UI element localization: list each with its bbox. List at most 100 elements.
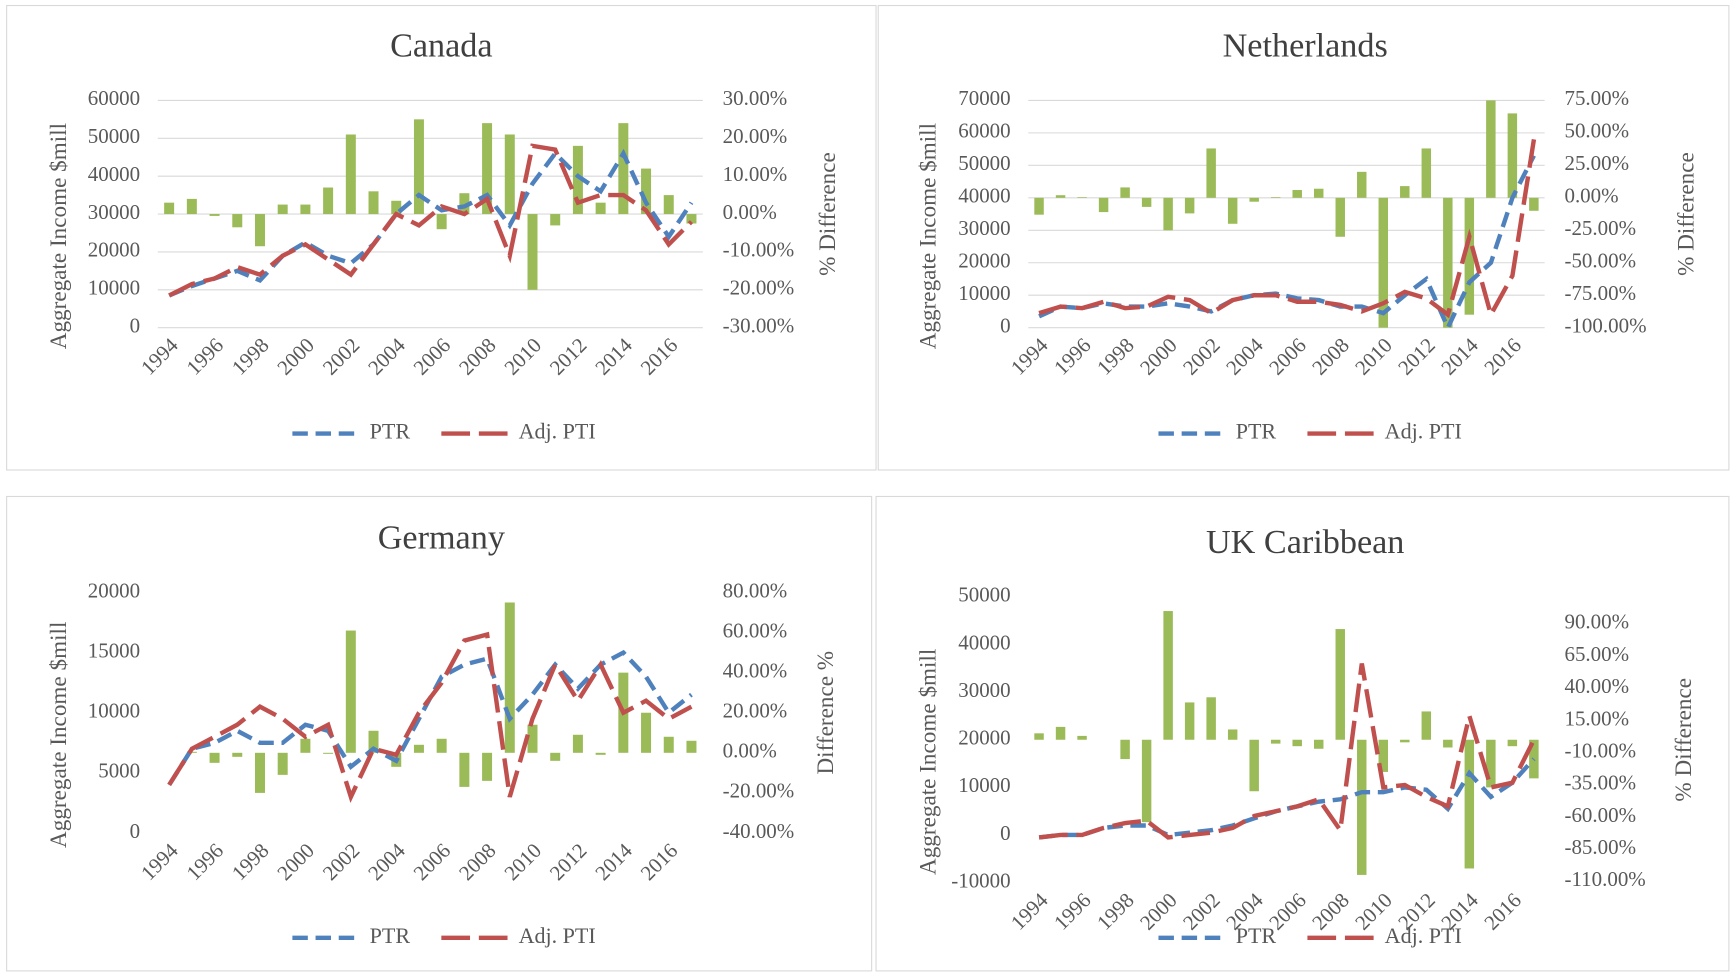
x-tick-label: 2008 bbox=[1307, 888, 1354, 935]
bar bbox=[1077, 197, 1087, 198]
y2-tick-label: 60.00% bbox=[723, 618, 788, 642]
y-tick-label: 40000 bbox=[958, 184, 1010, 208]
bar bbox=[1486, 100, 1496, 198]
legend-label: Adj. PTI bbox=[519, 923, 596, 948]
x-tick-label: 2006 bbox=[1264, 333, 1311, 380]
line-series bbox=[168, 143, 694, 298]
y2-tick-label: -75.00% bbox=[1564, 281, 1636, 305]
y-tick-label: 0 bbox=[1000, 821, 1010, 845]
x-tick-label: 2000 bbox=[1135, 888, 1182, 935]
y2-axis-title: % Difference bbox=[1673, 152, 1699, 276]
x-tick-label: 2000 bbox=[272, 333, 319, 380]
bar bbox=[572, 734, 583, 753]
bar bbox=[1486, 739, 1496, 788]
bar bbox=[1400, 739, 1410, 743]
bar bbox=[459, 193, 470, 215]
bar bbox=[368, 191, 379, 215]
y-tick-label: -10000 bbox=[951, 868, 1010, 892]
x-tick-label: 1994 bbox=[136, 838, 183, 885]
bar bbox=[1270, 197, 1281, 198]
x-tick-label: 1994 bbox=[1006, 333, 1053, 380]
bar bbox=[345, 630, 356, 753]
bar bbox=[1421, 148, 1432, 198]
x-tick-label: 2004 bbox=[1221, 333, 1268, 380]
bar bbox=[641, 712, 652, 753]
bar bbox=[232, 752, 243, 757]
y2-tick-label: 65.00% bbox=[1564, 642, 1629, 666]
y2-tick-label: 20.00% bbox=[723, 699, 788, 723]
bar bbox=[1529, 197, 1539, 211]
x-tick-label: 1996 bbox=[1049, 888, 1096, 935]
x-tick-label: 2004 bbox=[363, 838, 410, 885]
x-tick-label: 1996 bbox=[182, 838, 229, 885]
y-tick-label: 50000 bbox=[958, 151, 1010, 175]
bar bbox=[1292, 190, 1302, 198]
x-tick-label: 2002 bbox=[318, 838, 365, 885]
bar bbox=[1249, 739, 1259, 792]
bar bbox=[345, 134, 356, 215]
bar bbox=[1077, 735, 1087, 740]
y-tick-label: 20000 bbox=[88, 238, 140, 262]
bar bbox=[482, 752, 493, 781]
x-tick-label: 1994 bbox=[136, 333, 183, 380]
bar bbox=[1313, 188, 1324, 198]
bar bbox=[1141, 197, 1152, 207]
x-tick-label: 2012 bbox=[545, 333, 592, 380]
legend-label: PTR bbox=[1236, 419, 1277, 444]
line-series bbox=[1038, 139, 1537, 321]
y-axis-title: Aggregate Income $mill bbox=[915, 649, 941, 875]
x-tick-label: 2004 bbox=[363, 333, 410, 380]
bar bbox=[504, 602, 515, 753]
x-tick-label: 1998 bbox=[227, 838, 274, 885]
bar bbox=[504, 134, 515, 215]
x-tick-label: 1998 bbox=[227, 333, 274, 380]
bar bbox=[1357, 739, 1367, 875]
x-tick-label: 1996 bbox=[182, 333, 229, 380]
chart-title: Netherlands bbox=[1223, 27, 1388, 64]
x-tick-label: 2008 bbox=[1307, 333, 1354, 380]
bar bbox=[527, 214, 538, 290]
x-tick-label: 2016 bbox=[1479, 333, 1526, 380]
legend-label: PTR bbox=[1236, 923, 1277, 948]
chart-title: UK Caribbean bbox=[1206, 524, 1404, 561]
y2-axis-title: % Difference bbox=[1671, 678, 1697, 802]
bar bbox=[1443, 197, 1453, 328]
bar bbox=[1227, 197, 1238, 224]
y2-tick-label: 0.00% bbox=[723, 739, 777, 763]
bar bbox=[595, 752, 606, 755]
bar bbox=[300, 738, 311, 753]
y2-tick-label: -20.00% bbox=[723, 779, 795, 803]
bar bbox=[1292, 739, 1302, 747]
x-tick-label: 2000 bbox=[272, 838, 319, 885]
bar bbox=[1206, 148, 1216, 198]
bar bbox=[277, 752, 288, 775]
bar bbox=[254, 214, 265, 247]
y-tick-label: 10000 bbox=[88, 699, 140, 723]
x-tick-label: 2008 bbox=[454, 333, 501, 380]
bar bbox=[1443, 739, 1453, 748]
y-tick-label: 5000 bbox=[98, 759, 140, 783]
x-tick-label: 2010 bbox=[1350, 333, 1397, 380]
line-series bbox=[1038, 154, 1536, 333]
x-tick-label: 2006 bbox=[409, 333, 456, 380]
bar bbox=[459, 752, 470, 787]
y-tick-label: 40000 bbox=[88, 162, 140, 186]
bar bbox=[1507, 739, 1518, 747]
bar bbox=[482, 123, 493, 215]
y2-tick-label: -100.00% bbox=[1564, 313, 1646, 337]
x-tick-label: 1998 bbox=[1092, 888, 1139, 935]
bar bbox=[641, 168, 652, 215]
bar bbox=[1120, 739, 1130, 760]
x-tick-label: 2012 bbox=[545, 838, 592, 885]
bar bbox=[1098, 197, 1109, 213]
y2-tick-label: -30.00% bbox=[723, 313, 795, 337]
line-series bbox=[168, 148, 694, 298]
bar bbox=[1034, 733, 1044, 740]
bar bbox=[1378, 739, 1389, 772]
x-tick-label: 2014 bbox=[1436, 333, 1483, 380]
bar bbox=[1184, 702, 1195, 740]
bar bbox=[1120, 187, 1130, 198]
bar bbox=[1464, 197, 1475, 315]
legend-label: Adj. PTI bbox=[1385, 419, 1462, 444]
